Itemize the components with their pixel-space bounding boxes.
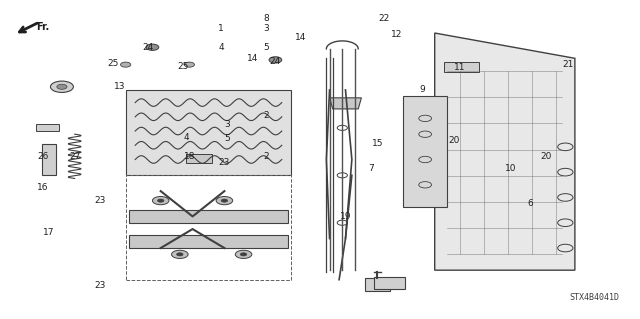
Text: 17: 17 [44,228,55,237]
Circle shape [269,57,282,63]
Text: 9: 9 [419,85,425,94]
Circle shape [120,62,131,67]
Text: 13: 13 [113,82,125,91]
Text: 20: 20 [541,152,552,161]
Text: 18: 18 [184,152,195,161]
Text: 10: 10 [506,165,517,174]
Bar [365,278,390,291]
Circle shape [184,62,195,67]
Polygon shape [129,210,288,223]
Polygon shape [435,33,575,270]
Text: 2: 2 [263,152,269,161]
Circle shape [221,199,228,202]
Text: 11: 11 [454,63,466,72]
Polygon shape [129,235,288,248]
Text: 3: 3 [263,24,269,33]
Text: 1: 1 [218,24,224,33]
Polygon shape [403,96,447,207]
Text: 19: 19 [340,212,351,221]
Text: 6: 6 [527,199,533,208]
Text: 3: 3 [225,120,230,129]
Text: 25: 25 [108,59,118,68]
Text: 16: 16 [37,183,49,192]
Bar [374,277,404,289]
Circle shape [51,81,74,93]
Circle shape [172,250,188,258]
Text: 23: 23 [95,196,106,205]
Polygon shape [125,90,291,175]
Bar [186,154,212,163]
Polygon shape [330,98,362,109]
Text: 12: 12 [391,30,402,39]
Text: 5: 5 [263,43,269,52]
Text: 22: 22 [378,14,389,23]
Text: STX4B4041D: STX4B4041D [569,293,619,302]
Circle shape [236,250,252,258]
Bar [42,144,56,175]
Text: 14: 14 [295,33,307,42]
Circle shape [241,253,246,256]
Text: 2: 2 [263,111,269,120]
Text: 8: 8 [263,14,269,23]
Text: 5: 5 [225,134,230,144]
Text: 26: 26 [37,152,49,161]
Text: 24: 24 [270,57,281,66]
Text: 4: 4 [184,133,189,142]
Circle shape [177,253,183,256]
Text: 20: 20 [448,136,460,145]
Bar [444,62,479,71]
Text: Fr.: Fr. [36,22,50,32]
Text: 14: 14 [248,54,259,63]
Text: 7: 7 [368,165,374,174]
Circle shape [157,199,164,202]
Text: 27: 27 [69,152,81,161]
Circle shape [146,44,159,50]
Text: 23: 23 [95,281,106,291]
Text: 15: 15 [372,139,383,148]
Bar [36,124,59,131]
Text: 23: 23 [219,158,230,167]
Text: 24: 24 [142,43,154,52]
Text: 4: 4 [218,43,224,52]
Text: 25: 25 [177,62,189,71]
Circle shape [57,84,67,89]
Circle shape [216,197,233,205]
Circle shape [152,197,169,205]
Text: 21: 21 [563,60,574,69]
